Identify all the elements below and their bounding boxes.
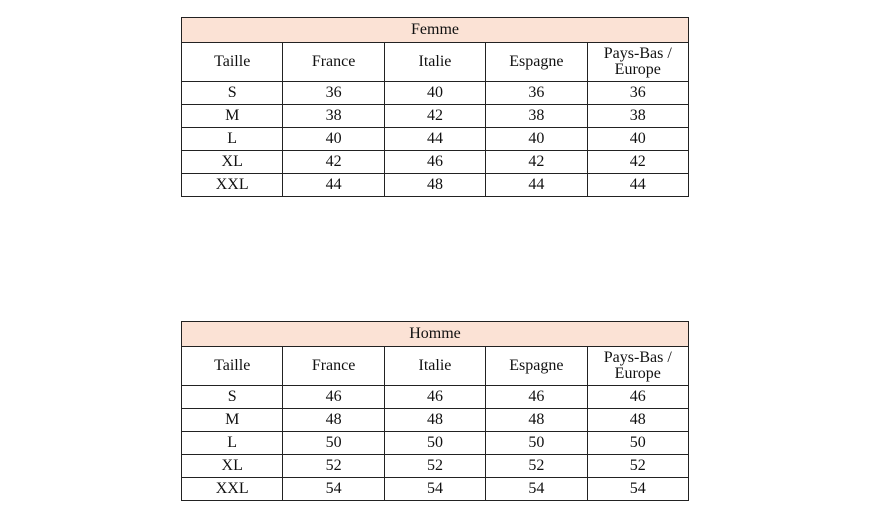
column-header: France <box>282 42 385 82</box>
table-cell: 40 <box>282 127 385 151</box>
table-title-row: Femme <box>181 17 689 43</box>
table-cell: 50 <box>282 431 385 455</box>
column-header-row: Taille France Italie Espagne Pays-Bas / Euro… <box>180 42 690 82</box>
table-cell: 48 <box>383 408 487 432</box>
table-cell: 52 <box>383 454 487 478</box>
table-cell: 50 <box>383 431 487 455</box>
table-cell: 46 <box>383 150 487 174</box>
table-cell: M <box>180 104 284 128</box>
table-title: Femme <box>181 17 689 43</box>
column-header: Taille <box>180 42 284 82</box>
table-cell: 38 <box>586 104 690 128</box>
table-row: XL 42 46 42 42 <box>180 150 690 174</box>
table-row: M 38 42 38 38 <box>180 104 690 128</box>
table-cell: 44 <box>383 127 487 151</box>
table-row: L 40 44 40 40 <box>180 127 690 151</box>
column-header: Italie <box>383 346 487 386</box>
table-cell: L <box>180 127 284 151</box>
table-cell: 48 <box>282 408 385 432</box>
table-cell: 40 <box>383 81 487 105</box>
table-title-row: Homme <box>181 321 689 347</box>
table-cell: 38 <box>485 104 588 128</box>
table-cell: XL <box>180 150 284 174</box>
table-cell: 46 <box>485 385 588 409</box>
table-cell: M <box>180 408 284 432</box>
table-row: M 48 48 48 48 <box>180 408 690 432</box>
table-title: Homme <box>181 321 689 347</box>
table-cell: 54 <box>282 477 385 501</box>
table-cell: 50 <box>586 431 690 455</box>
size-table-homme: Homme Taille France Italie Espagne Pays-Bas /… <box>180 321 690 501</box>
table-cell: 36 <box>485 81 588 105</box>
table-cell: 54 <box>485 477 588 501</box>
table-cell: 52 <box>586 454 690 478</box>
table-cell: 42 <box>282 150 385 174</box>
table-row: S 36 40 36 36 <box>180 81 690 105</box>
table-cell: XXL <box>180 173 284 197</box>
table-cell: 46 <box>383 385 487 409</box>
table-row: L 50 50 50 50 <box>180 431 690 455</box>
table-cell: 36 <box>586 81 690 105</box>
column-header: Pays-Bas / Europe <box>586 346 690 386</box>
column-header: Espagne <box>485 346 588 386</box>
table-cell: 42 <box>485 150 588 174</box>
table-cell: 52 <box>282 454 385 478</box>
table-cell: 42 <box>383 104 487 128</box>
column-header: Pays-Bas / Europe <box>586 42 690 82</box>
table-cell: 44 <box>282 173 385 197</box>
table-cell: 46 <box>586 385 690 409</box>
table-cell: 46 <box>282 385 385 409</box>
table-cell: 48 <box>485 408 588 432</box>
table-cell: 48 <box>383 173 487 197</box>
column-header: Italie <box>383 42 487 82</box>
table-cell: 40 <box>485 127 588 151</box>
table-cell: 42 <box>586 150 690 174</box>
table-cell: S <box>180 81 284 105</box>
table-cell: XXL <box>180 477 284 501</box>
column-header: France <box>282 346 385 386</box>
table-cell: 52 <box>485 454 588 478</box>
table-cell: 38 <box>282 104 385 128</box>
table-cell: 54 <box>383 477 487 501</box>
column-header: Taille <box>180 346 284 386</box>
table-cell: S <box>180 385 284 409</box>
table-cell: L <box>180 431 284 455</box>
table-cell: 44 <box>485 173 588 197</box>
table-cell: XL <box>180 454 284 478</box>
table-cell: 36 <box>282 81 385 105</box>
table-row: XXL 44 48 44 44 <box>180 173 690 197</box>
table-row: S 46 46 46 46 <box>180 385 690 409</box>
table-cell: 48 <box>586 408 690 432</box>
size-table-femme: Femme Taille France Italie Espagne Pays-Bas /… <box>180 17 690 197</box>
table-cell: 50 <box>485 431 588 455</box>
column-header-row: Taille France Italie Espagne Pays-Bas / Euro… <box>180 346 690 386</box>
table-cell: 54 <box>586 477 690 501</box>
table-cell: 44 <box>586 173 690 197</box>
table-row: XXL 54 54 54 54 <box>180 477 690 501</box>
table-row: XL 52 52 52 52 <box>180 454 690 478</box>
column-header: Espagne <box>485 42 588 82</box>
table-cell: 40 <box>586 127 690 151</box>
